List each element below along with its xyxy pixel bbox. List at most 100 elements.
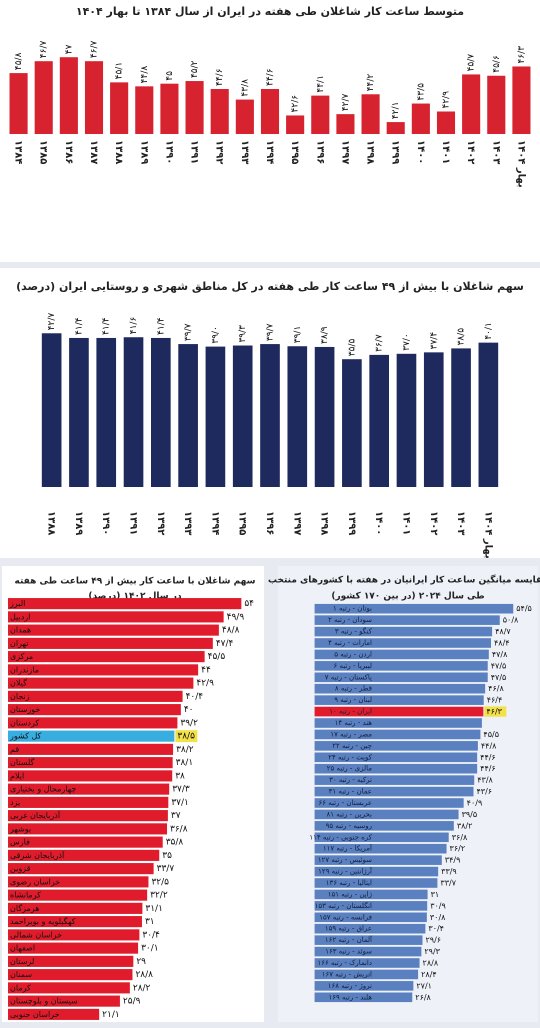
value-label: ۲۷/۱ (416, 981, 432, 990)
bar (314, 615, 500, 625)
bar (314, 992, 413, 1003)
value-label: ۴۵/۲ (190, 60, 200, 78)
x-tick-label: ۱۳۸۴ (13, 140, 24, 164)
x-tick-label: ۱۳۸۷ (88, 140, 99, 164)
bar (314, 832, 449, 843)
x-tick-label: ۱۳۸۶ (63, 140, 74, 164)
value-label: ۴۶/۴ (487, 696, 503, 705)
category-label: بحرین - رتبه ۸۱ (326, 810, 372, 818)
bar (411, 103, 430, 134)
bar (314, 603, 514, 614)
bar (8, 849, 160, 861)
value-label: ۴۸/۴ (494, 639, 510, 648)
x-tick-label: ۱۳۹۵ (237, 511, 248, 535)
bar (396, 353, 417, 487)
bar (8, 624, 219, 636)
category-label: آرژانتین - رتبه ۱۲۹ (318, 867, 373, 876)
bar (314, 346, 335, 487)
category-label: ایلام (10, 771, 24, 780)
x-tick-label: ۱۳۹۳ (239, 140, 250, 164)
value-label: ۴۲/۱ (391, 102, 401, 120)
bar (314, 672, 488, 683)
bar (314, 901, 428, 911)
value-label: ۳۴/۹ (445, 856, 461, 865)
value-label: ۴۸/۷ (495, 627, 511, 636)
bar (311, 95, 330, 134)
bar (260, 88, 280, 134)
value-label: ۲۱/۱ (102, 1010, 120, 1020)
bar (314, 763, 478, 774)
value-label: ۳۸/۲ (176, 745, 194, 755)
bar (260, 344, 280, 487)
x-tick-label: ۱۳۹۷ (339, 140, 350, 164)
bar (8, 982, 130, 994)
value-label: ۳۷/۰ (402, 333, 412, 351)
value-label: ۳۶/۷ (375, 334, 385, 352)
category-label: لرستان (10, 957, 34, 966)
category-label: آمریکا - رتبه ۱۱۷ (323, 844, 373, 853)
value-label: ۴۶/۸ (488, 684, 504, 693)
category-label: دانمارک - رتبه ۱۶۶ (317, 959, 372, 967)
bar (8, 664, 199, 676)
category-label: بوتان - رتبه ۱ (333, 605, 372, 613)
value-label: ۴۶/۷ (39, 40, 49, 58)
value-label: ۵۴/۵ (516, 604, 532, 613)
x-tick-label: ۱۳۹۹ (390, 140, 401, 164)
bar (314, 638, 492, 648)
bar (8, 889, 148, 901)
value-label: ۳۲/۲ (150, 891, 168, 901)
label-highlight (175, 730, 198, 743)
x-tick-label: ۱۳۸۹ (138, 140, 149, 164)
category-label: عراق - رتبه ۱۵۹ (325, 925, 372, 933)
bar (436, 111, 456, 134)
value-label: ۴۴/۸ (481, 741, 497, 750)
category-label: قم (10, 745, 19, 754)
value-label: ۳۰/۴ (142, 930, 160, 940)
x-tick-label: ۱۳۹۷ (291, 511, 302, 535)
bar (314, 889, 428, 900)
bar (314, 729, 481, 740)
value-label: ۳۸/۹ (320, 326, 330, 344)
bar (314, 981, 414, 991)
category-label: امارات - رتبه ۴ (328, 639, 372, 647)
category-label: ژاپن - رتبه ۱۵۱ (328, 890, 373, 898)
category-label: فرانسه - رتبه ۱۵۷ (319, 913, 372, 921)
bar (314, 752, 478, 763)
value-label: ۳۱ (145, 917, 155, 927)
category-label: البرز (9, 599, 25, 608)
value-label: ۳۸/۵ (457, 328, 467, 346)
category-label: نروژ - رتبه ۱۶۸ (328, 982, 372, 990)
bar (8, 757, 173, 769)
x-tick-label: ۱۴۰۱ (400, 511, 411, 535)
x-tick-label: ۱۳۹۲ (155, 511, 166, 535)
value-label: ۴۴/۸ (140, 66, 150, 84)
category-label: آذربایجان شرقی (10, 850, 65, 860)
category-label: کل کشور (9, 732, 42, 741)
value-label: ۳۲/۵ (151, 877, 169, 887)
value-label: ۴۷/۴ (216, 639, 234, 649)
x-tick-label: ۱۳۹۶ (314, 140, 325, 164)
chart-title: سهم شاغلان با بیش از ۴۹ ساعت کار طی هفته… (16, 280, 524, 293)
bar (8, 690, 183, 702)
bar (314, 683, 486, 694)
bar (314, 878, 438, 888)
category-label: کردستان (10, 718, 39, 727)
value-label: ۳۹/۵ (462, 810, 478, 819)
value-label: ۴۵/۵ (208, 652, 226, 662)
bar (8, 1008, 100, 1020)
value-label: ۳۶/۸ (170, 824, 188, 834)
category-label: عربستان - رتبه ۶۶ (318, 799, 372, 807)
x-tick-label: ۱۳۹۶ (264, 511, 275, 535)
bar (178, 344, 198, 487)
value-label: ۴۲/۹ (442, 91, 452, 109)
bar (314, 843, 447, 854)
bar (314, 741, 478, 751)
bar (8, 942, 139, 954)
value-label: ۵۴ (244, 599, 254, 609)
value-label: ۴۴/۶ (480, 764, 496, 773)
category-label: سودان - رتبه ۲ (328, 616, 372, 624)
value-label: ۳۱ (431, 890, 440, 899)
bar (123, 337, 144, 487)
bar (8, 836, 163, 848)
value-label: ۴۲/۷ (341, 93, 351, 111)
